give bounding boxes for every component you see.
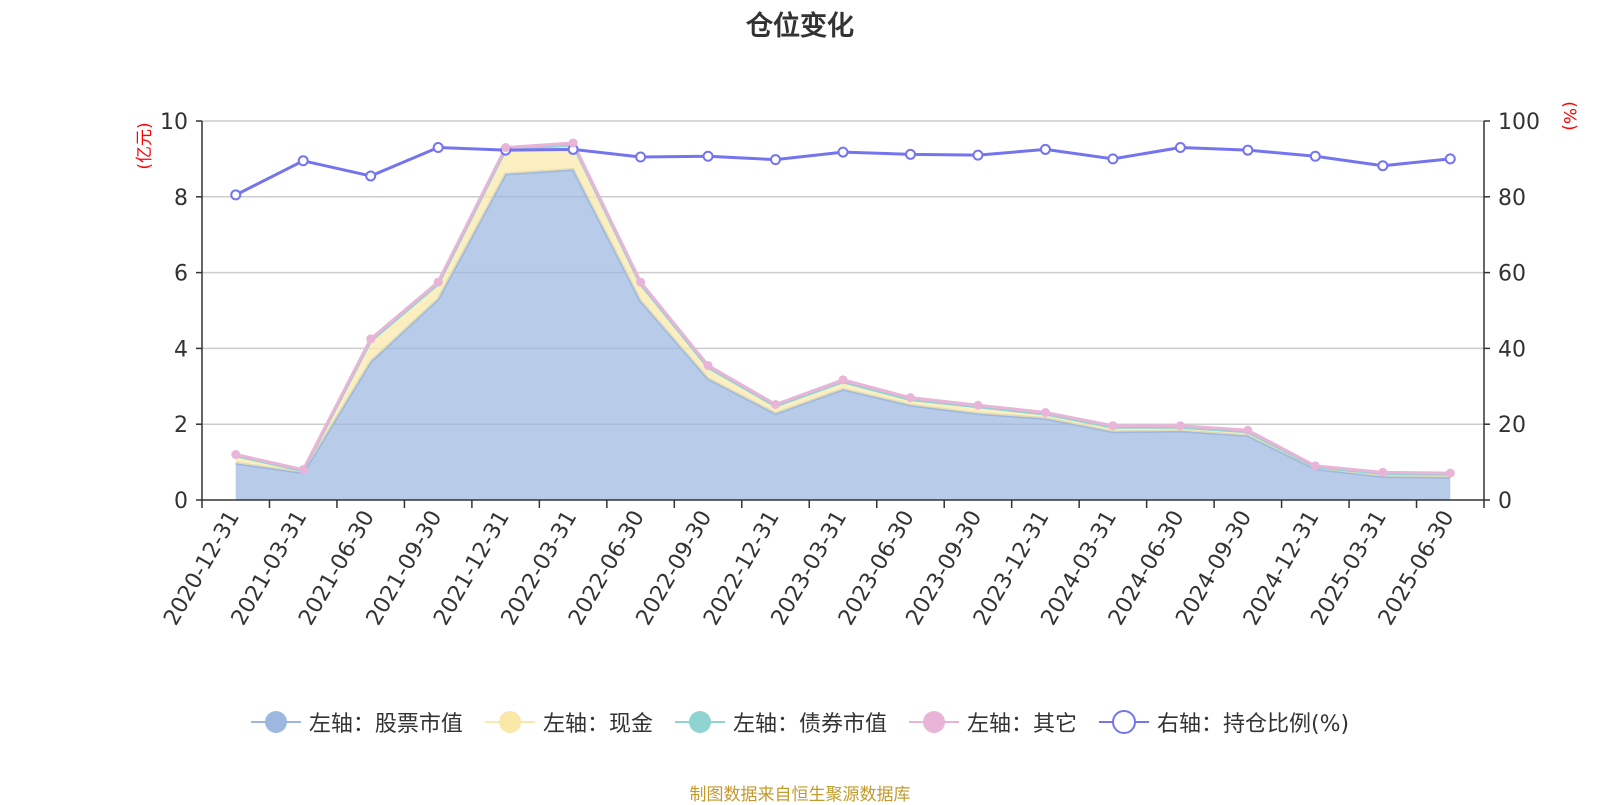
left-axis-tick-label: 2 bbox=[174, 413, 188, 438]
right-axis-tick-label: 0 bbox=[1498, 489, 1512, 514]
stack-point bbox=[771, 399, 781, 409]
data-point bbox=[1242, 144, 1254, 156]
stack-point bbox=[568, 138, 578, 148]
left-axis-tick-label: 0 bbox=[174, 489, 188, 514]
chart-title: 仓位变化 bbox=[746, 11, 854, 42]
legend-symbol bbox=[1098, 710, 1149, 734]
legend-label: 左轴：股票市值 bbox=[308, 712, 463, 737]
stack-point bbox=[1243, 425, 1253, 435]
legend-item[interactable]: 左轴：股票市值 bbox=[250, 706, 463, 738]
data-point bbox=[770, 154, 782, 166]
data-point bbox=[1039, 143, 1051, 155]
legend-item[interactable]: 左轴：现金 bbox=[484, 706, 653, 738]
left-axis-tick-label: 6 bbox=[174, 262, 188, 287]
data-point bbox=[904, 148, 916, 160]
left-axis-unit: (亿元) bbox=[135, 122, 155, 169]
data-point bbox=[1309, 150, 1321, 162]
data-point bbox=[1107, 153, 1119, 165]
data-point bbox=[972, 149, 984, 161]
right-axis-tick-label: 100 bbox=[1498, 110, 1540, 135]
right-axis-unit: (%) bbox=[1559, 101, 1579, 130]
stack-point bbox=[298, 465, 308, 475]
stack-point bbox=[973, 400, 983, 410]
stack-point bbox=[366, 334, 376, 344]
source-footer: 制图数据来自恒生聚源数据库 bbox=[689, 785, 911, 805]
legend: 左轴：股票市值 左轴：现金 左轴：债券市值 左轴：其它 右轴：持仓比例(%) bbox=[0, 706, 1600, 738]
legend-label: 左轴：债券市值 bbox=[732, 712, 887, 737]
data-point bbox=[432, 142, 444, 154]
legend-label: 左轴：其它 bbox=[966, 712, 1077, 737]
legend-item[interactable]: 左轴：其它 bbox=[908, 706, 1077, 738]
legend-symbol bbox=[484, 711, 535, 733]
left-axis-tick-label: 4 bbox=[174, 337, 188, 362]
stack-point bbox=[636, 277, 646, 287]
right-axis-tick-label: 20 bbox=[1498, 413, 1526, 438]
data-point bbox=[702, 150, 714, 162]
data-point bbox=[230, 189, 242, 201]
stack-point bbox=[1108, 421, 1118, 431]
data-point bbox=[1444, 153, 1456, 165]
data-point bbox=[365, 170, 377, 182]
legend-item[interactable]: 右轴：持仓比例(%) bbox=[1098, 706, 1350, 738]
stack-point bbox=[838, 375, 848, 385]
right-axis-tick-label: 60 bbox=[1498, 262, 1526, 287]
legend-label: 左轴：现金 bbox=[542, 712, 653, 737]
left-axis-tick-label: 10 bbox=[160, 110, 188, 135]
data-point bbox=[635, 151, 647, 163]
stack-point bbox=[1040, 407, 1050, 417]
stack-point bbox=[703, 360, 713, 370]
data-point bbox=[837, 146, 849, 158]
data-point bbox=[297, 155, 309, 167]
legend-symbol bbox=[908, 711, 959, 733]
legend-item[interactable]: 左轴：债券市值 bbox=[674, 706, 887, 738]
stack-point bbox=[231, 450, 241, 460]
legend-symbol bbox=[250, 711, 301, 733]
right-axis-tick-label: 80 bbox=[1498, 186, 1526, 211]
stack-point bbox=[1175, 421, 1185, 431]
legend-label: 右轴：持仓比例(%) bbox=[1156, 712, 1350, 737]
stack-point bbox=[1378, 467, 1388, 477]
left-axis-tick-label: 8 bbox=[174, 186, 188, 211]
stack-point bbox=[501, 143, 511, 153]
chart-plot: 0246810020406080100(亿元)(%)2020-12-312021… bbox=[135, 101, 1579, 629]
stack-point bbox=[1445, 468, 1455, 478]
data-point bbox=[1174, 142, 1186, 154]
stack-point bbox=[1310, 461, 1320, 471]
stack-point bbox=[905, 393, 915, 403]
right-axis-tick-label: 40 bbox=[1498, 337, 1526, 362]
stack-point bbox=[433, 277, 443, 287]
area-左轴：股票市值 bbox=[235, 169, 1451, 500]
data-point bbox=[1377, 160, 1389, 172]
legend-symbol bbox=[674, 711, 725, 733]
